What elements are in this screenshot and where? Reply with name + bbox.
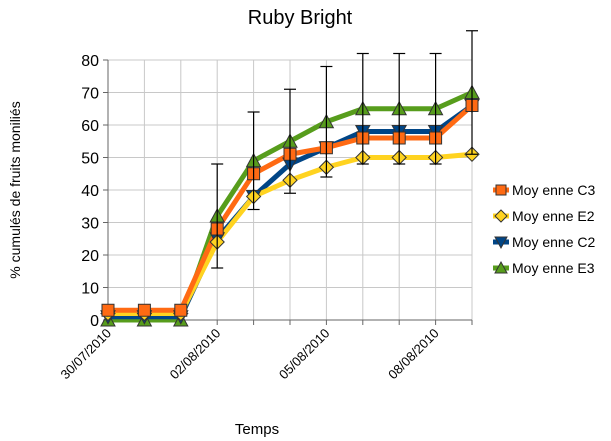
- legend-marker: [495, 184, 507, 196]
- data-point: [174, 303, 188, 317]
- y-tick-label: 20: [81, 248, 99, 265]
- legend-label: Moy enne C2: [512, 234, 595, 250]
- x-axis-label: Temps: [235, 421, 279, 438]
- legend-label: Moy enne E2: [512, 208, 595, 224]
- data-point: [137, 303, 151, 317]
- error-bar: [320, 65, 333, 178]
- y-tick-label: 60: [81, 118, 99, 135]
- y-tick-label: 50: [81, 151, 99, 168]
- data-point: [101, 303, 115, 317]
- error-bar: [393, 52, 406, 165]
- chart-title: Ruby Bright: [248, 7, 353, 29]
- error-bar: [211, 163, 224, 269]
- error-bar: [356, 52, 369, 165]
- error-bar: [247, 111, 260, 211]
- y-tick-label: 30: [81, 216, 99, 233]
- x-tick-label: 08/08/2010: [385, 326, 442, 383]
- y-tick-label: 80: [81, 53, 99, 70]
- y-tick-label: 10: [81, 281, 99, 298]
- y-axis-label: % cumulés de fruits moniliés: [7, 101, 23, 278]
- x-tick-label: 02/08/2010: [167, 326, 224, 383]
- y-tick-label: 70: [81, 86, 99, 103]
- legend-marker: [494, 209, 508, 223]
- x-tick-label: 30/07/2010: [57, 326, 114, 383]
- legend-marker: [494, 236, 508, 250]
- error-bar: [466, 30, 478, 155]
- x-tick-label: 05/08/2010: [276, 326, 333, 383]
- y-tick-label: 0: [90, 313, 99, 330]
- error-bar: [429, 52, 442, 165]
- error-bar: [284, 88, 296, 194]
- legend-label: Moy enne E3: [512, 260, 595, 276]
- legend-label: Moy enne C3: [512, 182, 595, 198]
- y-tick-label: 40: [81, 183, 99, 200]
- legend-marker: [494, 260, 508, 274]
